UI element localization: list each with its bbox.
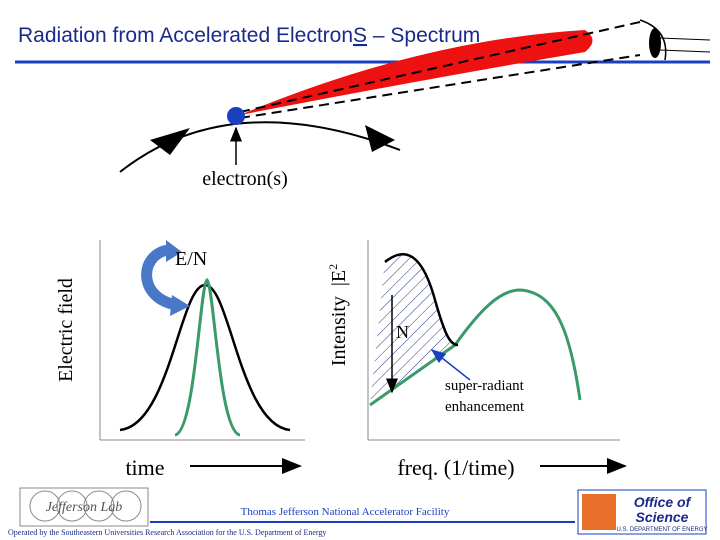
right-logo-text: U.S. DEPARTMENT OF ENERGY xyxy=(616,527,707,533)
left-logo-text: Jefferson Lab xyxy=(46,500,123,515)
note: super-radiant xyxy=(445,378,525,394)
facility: Thomas Jefferson National Accelerator Fa… xyxy=(241,506,450,518)
magnet xyxy=(365,125,395,152)
x-axis-label: freq. (1/time) xyxy=(397,455,514,480)
y-axis-label: Intensity |E2 xyxy=(326,264,350,366)
narrow-pulse xyxy=(174,278,241,437)
broad-pulse xyxy=(119,283,291,432)
y-axis-label: Electric field xyxy=(55,278,77,382)
right-logo-text: Science xyxy=(636,509,689,525)
cone-edge xyxy=(239,21,641,113)
electron xyxy=(227,107,245,125)
note: enhancement xyxy=(445,399,525,415)
x-axis-label: time xyxy=(125,455,164,480)
operator: Operated by the Southeastern Universitie… xyxy=(8,528,326,537)
hatched-enhancement xyxy=(370,253,455,405)
slide-title: Radiation from Accelerated ElectronS – S… xyxy=(18,24,480,47)
electron-label: electron(s) xyxy=(202,168,288,190)
annotation: E/N xyxy=(175,248,207,270)
annotation: N xyxy=(396,322,409,342)
eye-icon xyxy=(639,19,711,61)
cone-edge xyxy=(239,54,641,119)
pointer-arrow xyxy=(430,349,471,381)
scaling-arrow xyxy=(141,244,180,311)
scaling-arrow-head xyxy=(166,240,190,316)
incoherent-spectrum xyxy=(369,288,582,407)
trajectory xyxy=(119,121,401,173)
magnet xyxy=(150,128,190,155)
left-logo-rings xyxy=(29,490,142,522)
right-logo-emblem xyxy=(582,494,616,530)
right-logo-text: Office of xyxy=(634,494,692,510)
coherent-spectrum xyxy=(384,253,459,347)
